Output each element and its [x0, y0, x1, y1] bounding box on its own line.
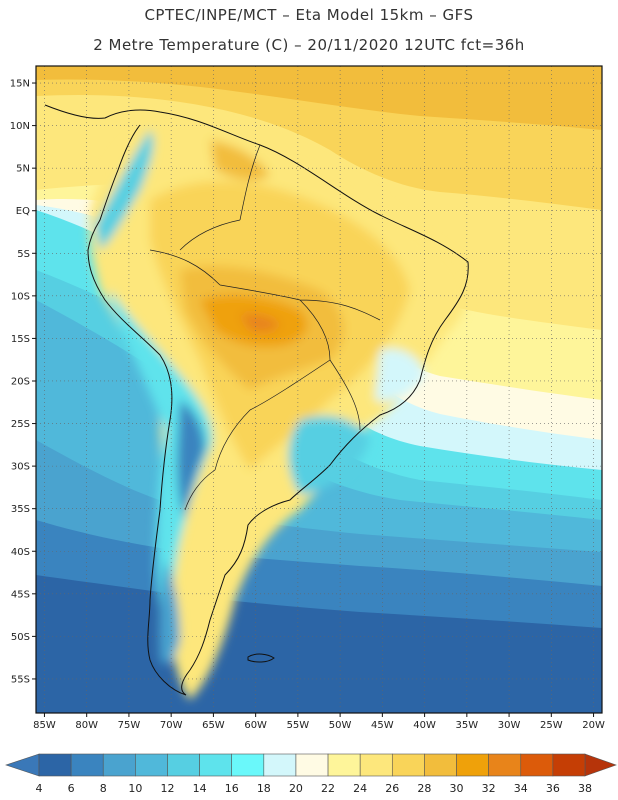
colorbar-label: 24: [353, 782, 367, 795]
lon-tick-label: 75W: [118, 720, 141, 731]
map-title: CPTEC/INPE/MCT – Eta Model 15km – GFS: [144, 6, 474, 24]
longitude-tick-labels: 85W 80W 75W 70W 65W 60W 55W 50W 45W 40W 35W 30W 25W 2…: [33, 713, 605, 731]
colorbar-label: 28: [417, 782, 431, 795]
lat-tick-label: EQ: [16, 206, 30, 217]
lon-tick-label: 65W: [202, 720, 225, 731]
colorbar-high-arrow: [584, 753, 617, 777]
colorbar-swatch: [359, 753, 393, 777]
south-america-coastline: [44, 104, 469, 696]
lat-tick-label: 5N: [16, 164, 30, 175]
lon-tick-label: 20W: [582, 720, 605, 731]
lon-tick-label: 45W: [371, 720, 394, 731]
colorbar-swatch: [102, 753, 136, 777]
lat-tick-label: 55S: [11, 674, 30, 685]
lat-tick-label: 50S: [11, 632, 30, 643]
map-subtitle: 2 Metre Temperature (C) – 20/11/2020 12U…: [93, 36, 525, 54]
colorbar-swatch: [199, 753, 233, 777]
latitude-tick-labels: 15N 10N 5N EQ 5S 10S 15S 20S 25S 30S 35S 40S 45S 50S 5…: [10, 79, 36, 685]
colorbar-swatch: [327, 753, 361, 777]
colorbar-label: 22: [321, 782, 335, 795]
map-frame: [35, 65, 603, 714]
lat-tick-label: 35S: [11, 504, 30, 515]
colorbar-label: 4: [36, 782, 43, 795]
lon-tick-label: 35W: [456, 720, 479, 731]
colorbar-label: 20: [289, 782, 303, 795]
lon-tick-label: 60W: [244, 720, 267, 731]
lon-tick-label: 40W: [413, 720, 436, 731]
lat-tick-label: 25S: [11, 419, 30, 430]
colorbar-label: 14: [193, 782, 207, 795]
lat-tick-label: 5S: [17, 249, 30, 260]
colorbar-low-arrow: [5, 753, 40, 777]
lon-tick-label: 30W: [498, 720, 521, 731]
colorbar-swatch: [424, 753, 457, 777]
lon-tick-label: 80W: [75, 720, 98, 731]
falkland-islands: [247, 653, 275, 663]
colorbar-swatch: [38, 753, 72, 777]
lon-tick-label: 85W: [33, 720, 56, 731]
colorbar-label: 38: [578, 782, 592, 795]
colorbar-swatch: [295, 753, 329, 777]
colorbar-label: 26: [385, 782, 399, 795]
country-borders: [149, 144, 381, 511]
lat-tick-label: 45S: [11, 589, 30, 600]
colorbar-label: 12: [160, 782, 174, 795]
colorbar-swatch: [167, 753, 200, 777]
lat-tick-label: 10S: [11, 291, 30, 302]
lon-tick-label: 70W: [160, 720, 183, 731]
lon-tick-label: 25W: [540, 720, 563, 731]
lat-tick-label: 15S: [11, 334, 30, 345]
lat-tick-label: 10N: [10, 121, 30, 132]
colorbar-label: 10: [128, 782, 142, 795]
colorbar-label: 6: [68, 782, 75, 795]
colorbar-swatch: [263, 753, 297, 777]
lat-tick-label: 40S: [11, 547, 30, 558]
lat-tick-label: 15N: [10, 79, 30, 90]
colorbar-swatch: [70, 753, 104, 777]
colorbar-swatch: [456, 753, 489, 777]
colorbar-swatch: [391, 753, 425, 777]
field-band-30c-north: [36, 66, 602, 130]
colorbar-swatch: [552, 753, 586, 777]
colorbar-swatch: [231, 753, 265, 777]
colorbar-label: 18: [257, 782, 271, 795]
lat-tick-label: 20S: [11, 376, 30, 387]
colorbar: 4 6 8 10 12 14 16 18 20 22 24 26 28 30 32 34 36 38: [5, 753, 617, 795]
colorbar-swatch: [488, 753, 522, 777]
colorbar-label: 8: [100, 782, 107, 795]
colorbar-label: 34: [514, 782, 528, 795]
colorbar-label: 36: [546, 782, 560, 795]
lat-tick-label: 30S: [11, 462, 30, 473]
lon-tick-label: 55W: [287, 720, 310, 731]
colorbar-label: 30: [450, 782, 464, 795]
colorbar-label: 16: [225, 782, 239, 795]
colorbar-swatch: [135, 753, 168, 777]
colorbar-label: 32: [482, 782, 496, 795]
lon-tick-label: 50W: [329, 720, 352, 731]
colorbar-swatch: [520, 753, 554, 777]
